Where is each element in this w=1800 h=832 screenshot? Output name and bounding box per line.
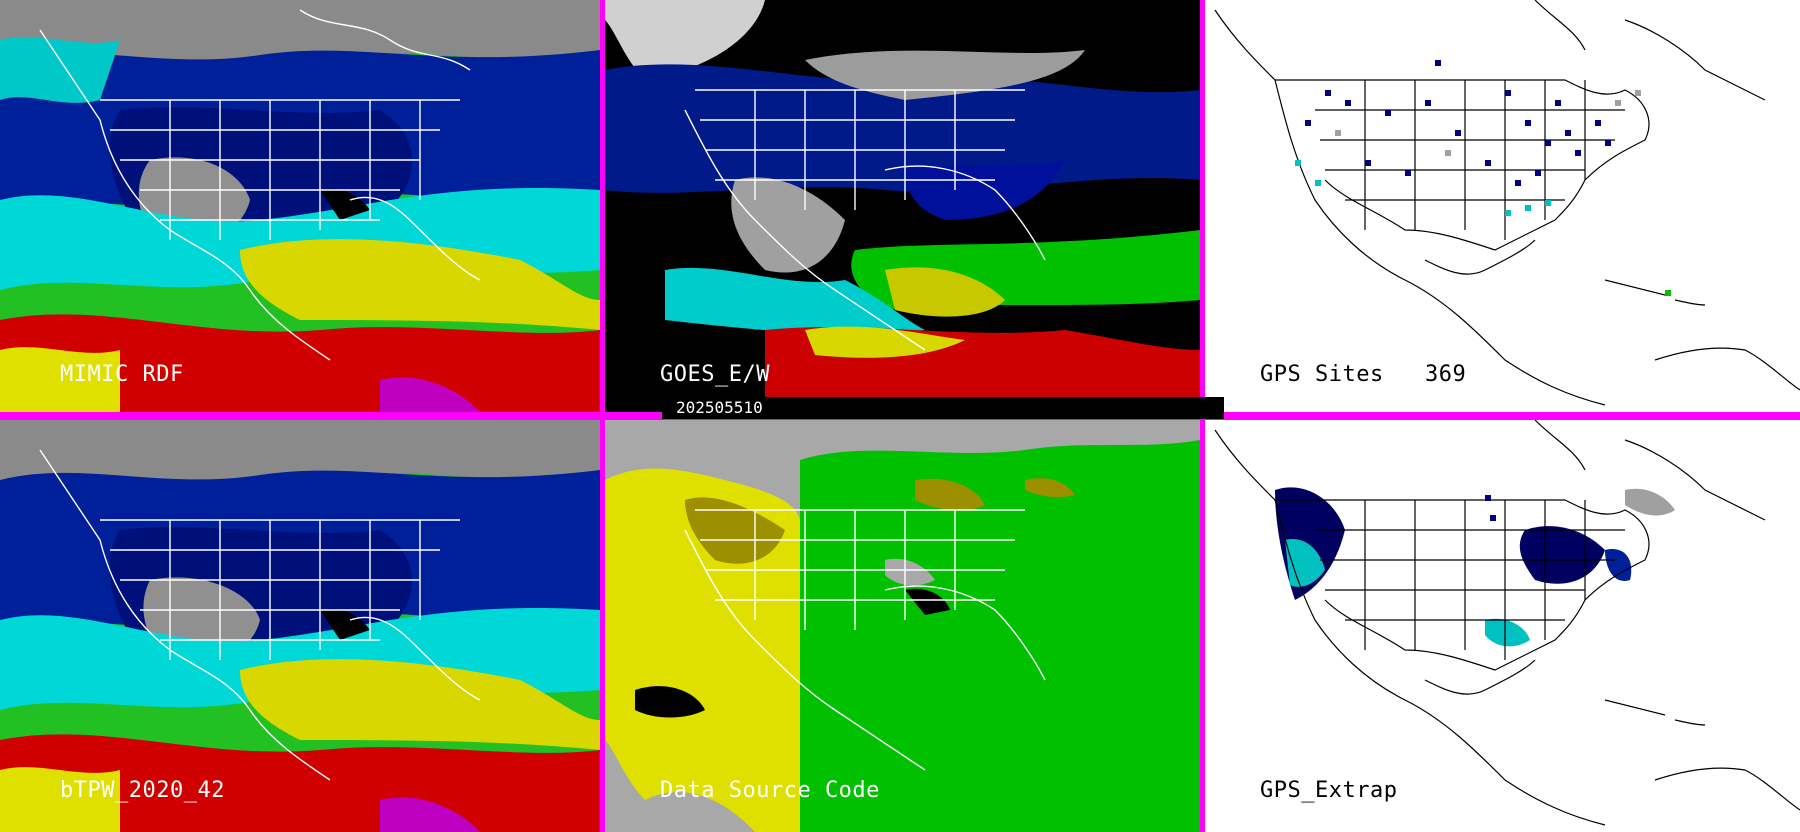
btpw-map bbox=[0, 420, 600, 832]
mimic-rdf-map bbox=[0, 0, 600, 412]
panel-label-goes-ew: GOES_E/W bbox=[660, 362, 770, 387]
panel-data-source-code: Data Source Code bbox=[605, 420, 1200, 832]
panel-gps-extrap: GPS_Extrap bbox=[1205, 420, 1800, 832]
panel-label-btpw: bTPW_2020_42 bbox=[60, 778, 225, 803]
gps-sites-map bbox=[1205, 0, 1800, 412]
data-source-code-map bbox=[605, 420, 1200, 832]
panel-label-gps-sites: GPS Sites 369 bbox=[1260, 362, 1466, 387]
panel-label-gps-extrap: GPS_Extrap bbox=[1260, 778, 1398, 803]
gps-sites-count: 369 bbox=[1424, 362, 1467, 387]
panel-gps-sites: GPS Sites 369 bbox=[1205, 0, 1800, 412]
panel-label-mimic-rdf: MIMIC RDF bbox=[60, 362, 184, 387]
date-stamp: 202505510 bbox=[662, 397, 1224, 419]
panel-label-data-source-code: Data Source Code bbox=[660, 778, 880, 803]
goes-ew-map bbox=[605, 0, 1200, 412]
gps-sites-label-text: GPS Sites bbox=[1260, 362, 1384, 387]
panel-btpw: bTPW_2020_42 bbox=[0, 420, 600, 832]
panel-mimic-rdf: MIMIC RDF bbox=[0, 0, 600, 412]
gps-extrap-map bbox=[1205, 420, 1800, 832]
panel-goes-ew: GOES_E/W bbox=[605, 0, 1200, 412]
